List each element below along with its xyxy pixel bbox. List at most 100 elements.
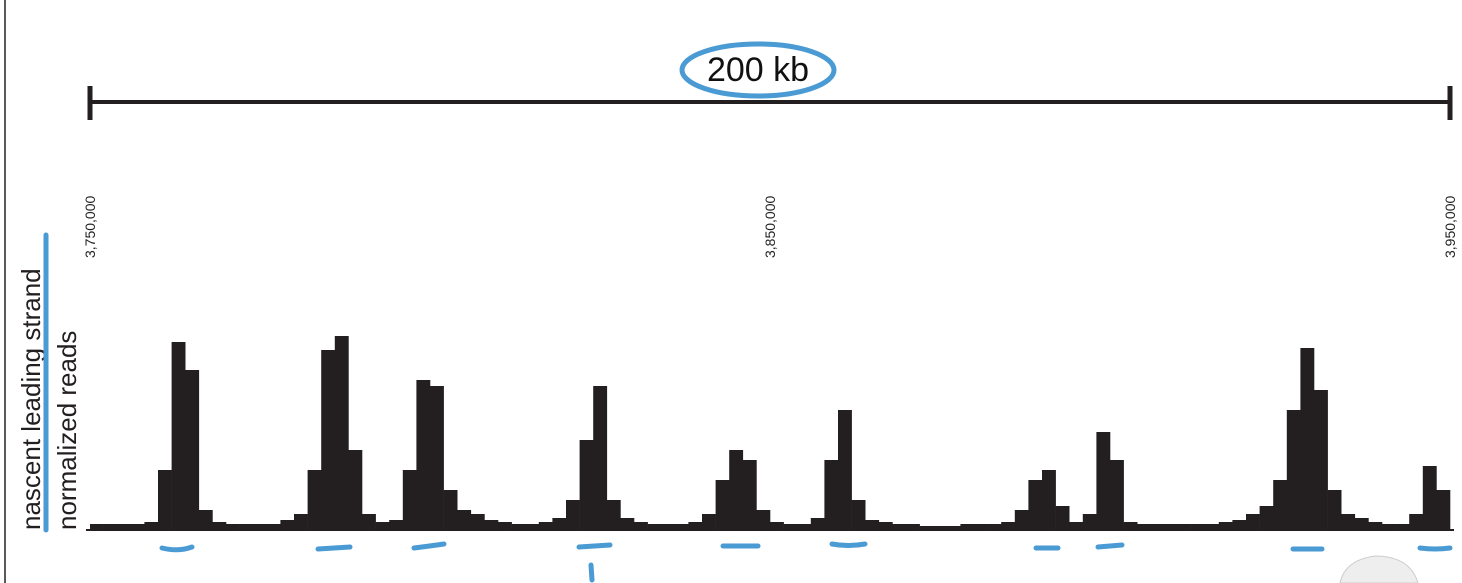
bar <box>1205 524 1220 530</box>
y-axis-label: nascent leading strand <box>16 268 46 530</box>
bar <box>783 524 798 530</box>
bar <box>1137 524 1152 530</box>
bar <box>634 522 648 530</box>
bar <box>688 522 703 530</box>
bar <box>1150 524 1165 530</box>
bar <box>1123 522 1138 530</box>
bar <box>430 386 444 530</box>
bar <box>552 518 567 530</box>
bar <box>702 514 716 530</box>
bar <box>824 460 839 530</box>
bar <box>1314 390 1328 530</box>
bar <box>538 522 553 530</box>
highlight-ellipse <box>679 41 837 99</box>
bar <box>239 524 254 530</box>
bar <box>878 522 893 530</box>
bar <box>1409 514 1424 530</box>
bar <box>810 518 825 530</box>
annotation-stroke <box>1095 542 1125 550</box>
bar <box>661 524 676 530</box>
bar <box>974 524 988 530</box>
bar <box>1055 506 1070 530</box>
annotation-stroke <box>411 541 447 551</box>
bar <box>1001 522 1016 530</box>
bar <box>1069 522 1084 530</box>
bar <box>1259 506 1274 530</box>
x-tick-label: 3,750,000 <box>82 196 98 258</box>
bar <box>1395 524 1410 530</box>
bar <box>1327 490 1342 530</box>
bar <box>1368 522 1383 530</box>
bar <box>715 480 730 530</box>
play-overlay <box>1339 555 1419 583</box>
x-tick-label: 3,950,000 <box>1442 196 1458 258</box>
bar <box>933 526 948 530</box>
bar <box>470 514 485 530</box>
bar <box>579 440 594 530</box>
bar <box>158 470 172 530</box>
bar <box>838 410 852 530</box>
bar <box>606 500 621 530</box>
bar <box>1286 410 1301 530</box>
annotation-stroke <box>315 544 353 552</box>
bar <box>130 524 145 530</box>
bar <box>484 520 499 530</box>
bar <box>144 522 159 530</box>
bar <box>960 524 975 530</box>
bar <box>946 526 961 530</box>
bar <box>1178 524 1192 530</box>
bar <box>402 470 417 530</box>
bar <box>593 386 608 530</box>
bar <box>566 500 580 530</box>
bar <box>90 524 104 530</box>
bar <box>307 470 322 530</box>
bar <box>443 490 458 530</box>
bar <box>770 522 784 530</box>
bar <box>511 524 526 530</box>
bar <box>1028 480 1043 530</box>
bar <box>865 520 880 530</box>
annotation-stroke <box>1417 545 1453 552</box>
bar <box>1246 514 1260 530</box>
annotation-stroke <box>159 544 195 553</box>
bar <box>729 450 744 530</box>
bar <box>987 524 1002 530</box>
bar <box>103 524 118 530</box>
bar <box>525 524 540 530</box>
annotation-stroke <box>588 562 595 583</box>
y-axis-label: normalized reads <box>52 331 82 530</box>
bar <box>892 524 907 530</box>
x-tick-label: 3,850,000 <box>762 196 778 258</box>
bar <box>321 350 336 530</box>
bar <box>1300 348 1315 530</box>
annotation-stroke <box>829 541 868 548</box>
peak-annotations <box>159 541 1453 583</box>
bar <box>1042 470 1056 530</box>
bar <box>1436 490 1451 530</box>
bar <box>742 460 757 530</box>
bar <box>198 510 213 530</box>
bar <box>334 336 349 530</box>
bar <box>756 510 771 530</box>
bar <box>294 514 308 530</box>
bar <box>416 380 431 530</box>
bar <box>280 520 295 530</box>
bar <box>851 500 866 530</box>
bar <box>348 450 363 530</box>
bar <box>212 522 227 530</box>
bar <box>906 524 920 530</box>
bar <box>171 342 186 530</box>
bar <box>498 522 512 530</box>
bar <box>620 518 635 530</box>
bar <box>674 524 689 530</box>
bar <box>1422 466 1437 530</box>
bar <box>1014 510 1029 530</box>
bar <box>1218 522 1233 530</box>
scale-bar-label: 200 kb <box>707 51 809 89</box>
bar <box>1232 520 1247 530</box>
bar <box>1082 514 1097 530</box>
bar <box>1354 518 1369 530</box>
bar <box>266 524 281 530</box>
bar <box>185 370 200 530</box>
